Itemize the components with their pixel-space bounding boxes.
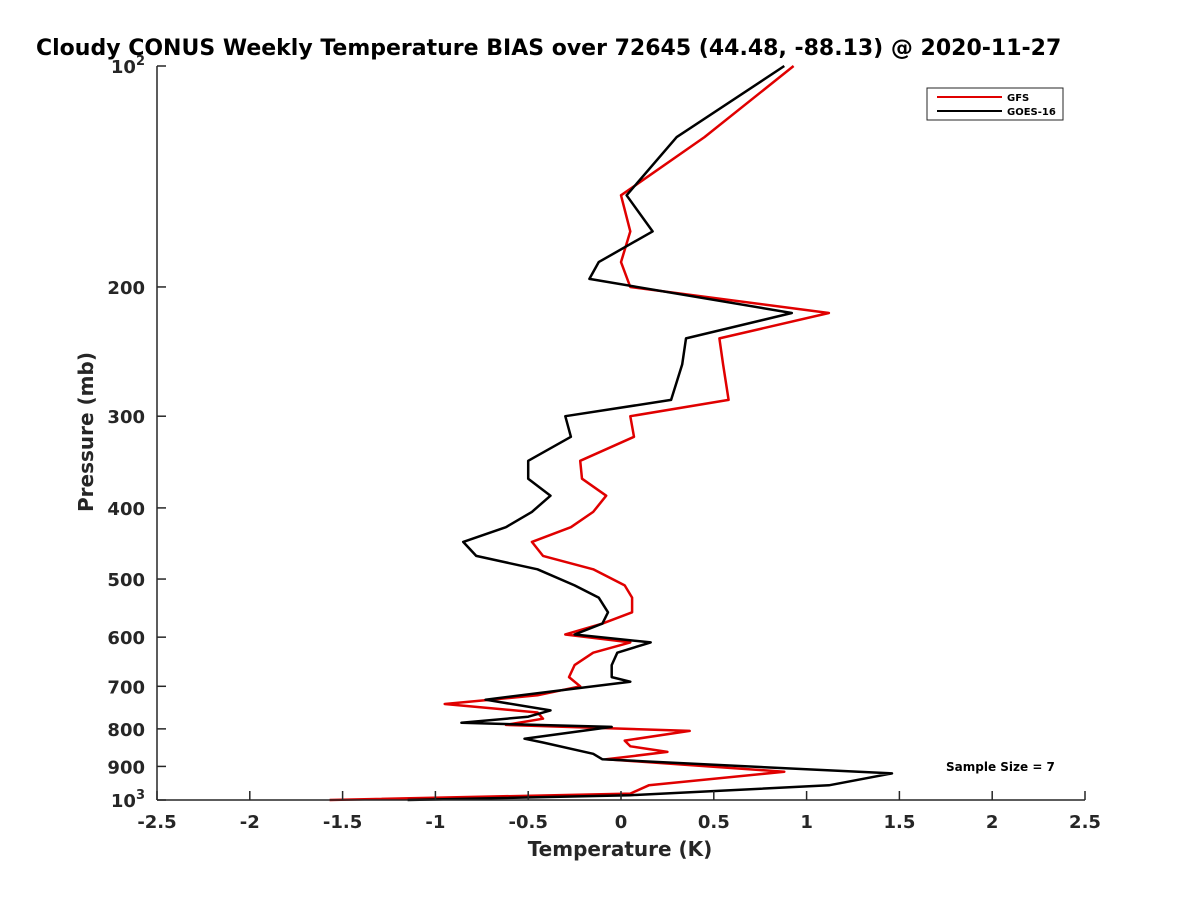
- series-line-gfs: [329, 65, 831, 802]
- legend-box: [926, 87, 1064, 121]
- x-tick-label: 2.5: [1069, 812, 1101, 833]
- x-tick-label: 1: [800, 812, 813, 833]
- x-tick-label: -2.5: [137, 812, 176, 833]
- legend: GFS GOES-16: [926, 87, 1064, 121]
- x-axis-label: Temperature (K): [528, 837, 713, 861]
- y-tick-label: 800: [107, 720, 145, 741]
- y-tick-label: 300: [107, 407, 145, 428]
- x-tick-label: 2: [986, 812, 999, 833]
- y-tick-label: 400: [107, 499, 145, 520]
- legend-label-goes-16: GOES-16: [1007, 107, 1056, 118]
- series-line-goes-16: [407, 64, 894, 802]
- y-tick-label: 103: [111, 788, 145, 812]
- y-tick-label: 102: [111, 54, 145, 78]
- axes-layer: [156, 66, 1085, 801]
- y-axis-label: Pressure (mb): [74, 352, 98, 512]
- x-tick-label: -2: [240, 812, 260, 833]
- chart-title: Cloudy CONUS Weekly Temperature BIAS ove…: [36, 36, 1061, 61]
- y-axis-ticks: 102 200 300 400 500 600 700 800 900 103: [107, 54, 166, 812]
- y-tick-label: 200: [107, 278, 145, 299]
- y-tick-label: 600: [107, 628, 145, 649]
- y-tick-label: 900: [107, 757, 145, 778]
- x-axis-ticks: -2.5 -2 -1.5 -1 -0.5 0 0.5 1 1.5 2 2.5: [137, 791, 1101, 833]
- x-tick-label: -1: [425, 812, 445, 833]
- legend-label-gfs: GFS: [1007, 93, 1029, 104]
- x-tick-label: -0.5: [509, 812, 548, 833]
- x-tick-label: 0.5: [698, 812, 730, 833]
- x-tick-label: 1.5: [883, 812, 915, 833]
- x-tick-label: 0: [615, 812, 628, 833]
- series-layer: [329, 64, 894, 802]
- x-tick-label: -1.5: [323, 812, 362, 833]
- sample-size-annotation: Sample Size = 7: [946, 760, 1055, 774]
- y-tick-label: 500: [107, 570, 145, 591]
- y-tick-label: 700: [107, 677, 145, 698]
